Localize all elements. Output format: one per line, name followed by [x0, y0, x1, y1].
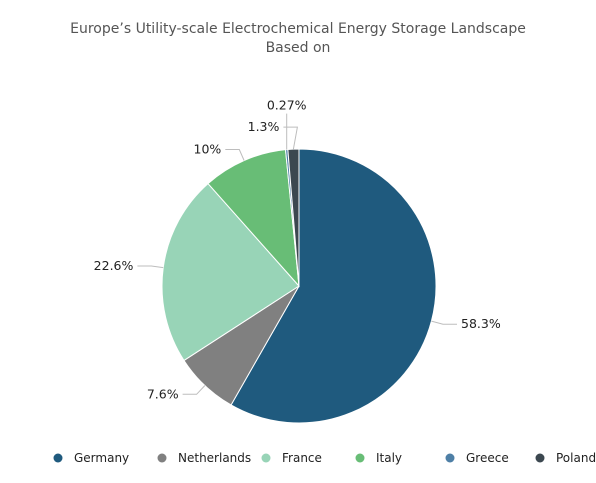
legend-label-greece: Greece [466, 451, 509, 465]
legend-item-greece: Greece [445, 451, 509, 465]
pie-slice-italy [207, 149, 300, 288]
data-label-germany: 58.3% [461, 316, 501, 331]
chart-legend: Germany Netherlands France Italy Greece Polan… [53, 451, 596, 465]
legend-marker-netherlands [157, 453, 167, 463]
leader-line-germany [431, 320, 457, 325]
legend-marker-greece [445, 453, 455, 463]
data-label-france: 22.6% [94, 258, 134, 273]
legend-label-germany: Germany [74, 451, 129, 465]
legend-label-italy: Italy [376, 451, 402, 465]
leader-line-italy [225, 149, 245, 161]
data-label-italy: 10% [194, 142, 222, 157]
leader-line-poland [283, 126, 298, 150]
pie-slices [161, 148, 437, 424]
legend-marker-italy [355, 453, 365, 463]
data-label-netherlands: 7.6% [147, 386, 179, 401]
leader-line-france [137, 265, 164, 269]
legend-marker-poland [535, 453, 545, 463]
pie-leader-lines [137, 113, 457, 395]
legend-item-netherlands: Netherlands [157, 451, 251, 465]
leader-line-netherlands [182, 385, 206, 395]
legend-label-netherlands: Netherlands [178, 451, 251, 465]
legend-label-poland: Poland [556, 451, 596, 465]
legend-marker-germany [53, 453, 63, 463]
data-label-greece: 0.27% [267, 98, 307, 113]
legend-item-germany: Germany [53, 451, 129, 465]
legend-label-france: France [282, 451, 322, 465]
legend-item-france: France [261, 451, 322, 465]
pie-data-labels: 58.3% 7.6% 22.6% 10% 0.27% 1.3% [94, 98, 501, 402]
pie-slice-france [161, 182, 300, 362]
chart-subtitle: Based on [266, 40, 331, 56]
data-label-poland: 1.3% [248, 119, 280, 134]
legend-marker-france [261, 453, 271, 463]
legend-item-italy: Italy [355, 451, 402, 465]
legend-item-poland: Poland [535, 451, 596, 465]
pie-slice-poland [287, 148, 300, 287]
chart-title: Europe’s Utility-scale Electrochemical E… [70, 21, 526, 37]
